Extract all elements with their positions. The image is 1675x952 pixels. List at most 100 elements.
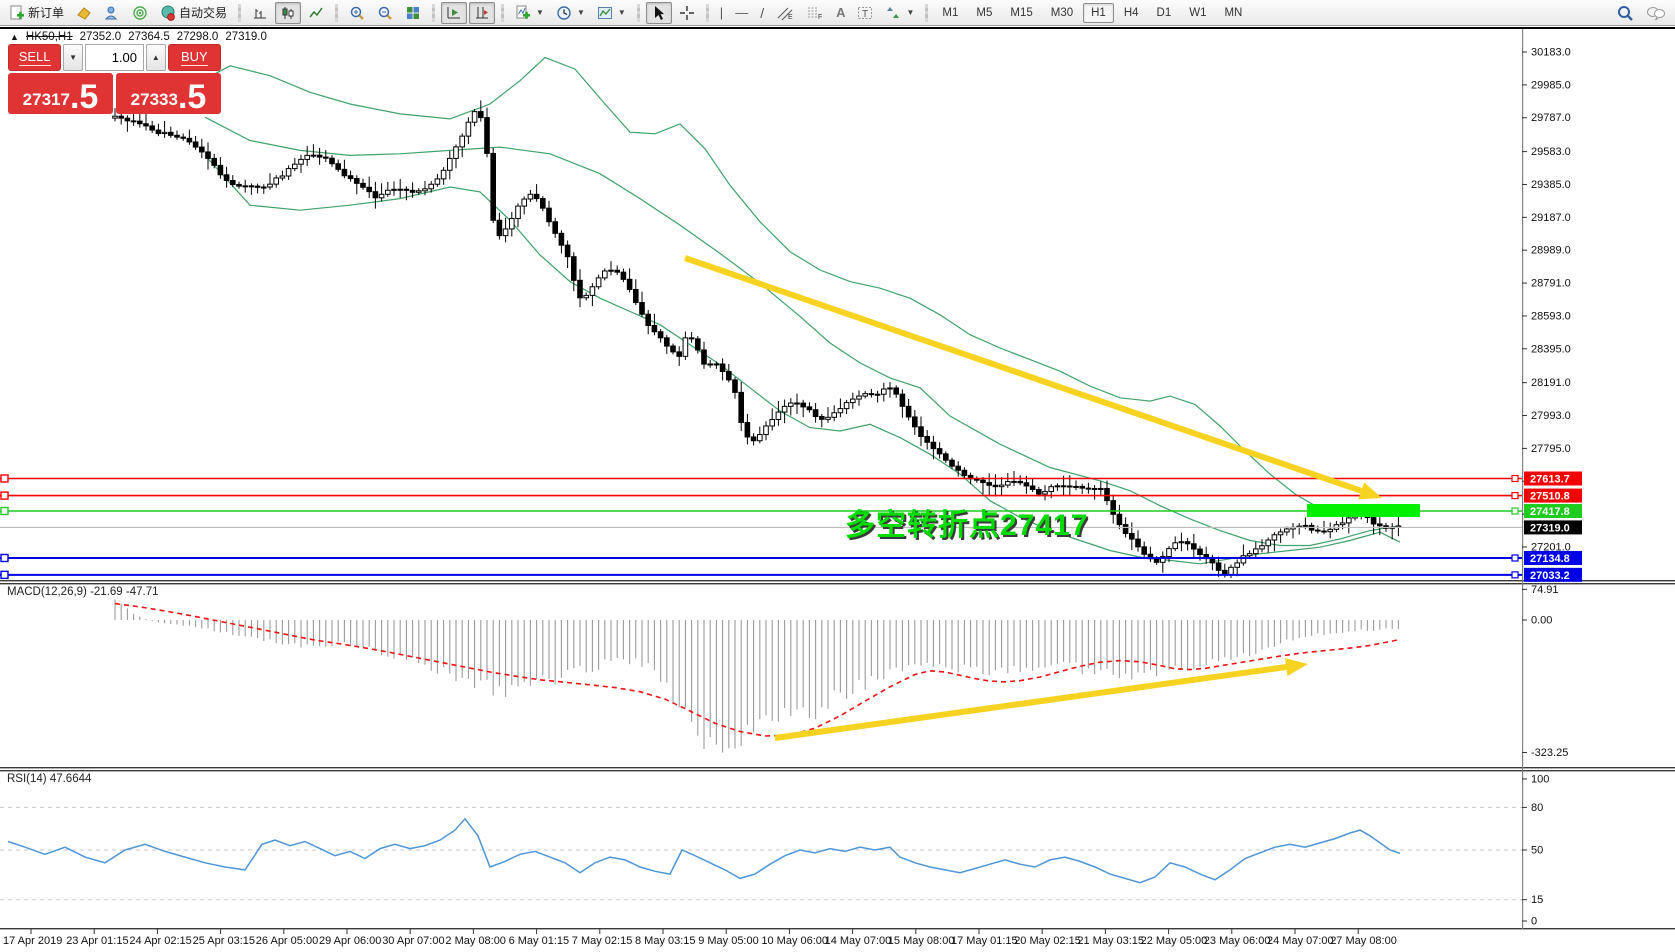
profile-icon (104, 6, 118, 19)
svg-text:25 Apr 03:15: 25 Apr 03:15 (193, 935, 255, 947)
svg-text:29583.0: 29583.0 (1531, 146, 1571, 158)
tab-timeframe-m5[interactable]: M5 (976, 6, 993, 19)
indicators-button[interactable]: ▼ (510, 2, 549, 24)
add-indicator-icon (516, 5, 531, 19)
auto-scroll-button[interactable] (441, 1, 468, 24)
volume-input[interactable] (85, 44, 144, 71)
svg-text:27510.8: 27510.8 (1530, 491, 1570, 503)
svg-text:80: 80 (1531, 802, 1543, 814)
toolbar-separator (501, 3, 505, 22)
volume-decrease-button[interactable]: ▼ (63, 44, 83, 71)
profile-button[interactable] (99, 2, 125, 24)
ohlc-low: 27298.0 (176, 31, 219, 43)
svg-text:-323.25: -323.25 (1531, 747, 1568, 759)
volume-increase-button[interactable]: ▲ (146, 44, 166, 71)
toolbar-chart-divider (0, 27, 1675, 29)
periods-button[interactable]: ▼ (551, 2, 590, 24)
fibonacci-tool-button[interactable]: F (801, 2, 829, 24)
channel-icon: E (777, 7, 793, 21)
buy-button[interactable]: BUY (167, 44, 221, 71)
svg-text:27319.0: 27319.0 (1530, 522, 1570, 534)
chart-shift-icon (476, 6, 489, 18)
bar-chart-icon (254, 8, 267, 18)
svg-text:28395.0: 28395.0 (1531, 343, 1571, 355)
toolbar-separator (432, 3, 436, 22)
chart-shift-button[interactable] (469, 1, 496, 24)
tab-timeframe-w1[interactable]: W1 (1189, 6, 1207, 19)
svg-text:14 May 07:00: 14 May 07:00 (825, 935, 892, 947)
svg-text:29985.0: 29985.0 (1531, 79, 1571, 91)
candle-chart-button[interactable] (275, 1, 302, 24)
symbol-period-label: HK50,H1 (25, 31, 73, 43)
auto-trading-button[interactable]: 自动交易 (155, 2, 232, 24)
sell-price-display[interactable]: 27317 .5 (8, 73, 113, 114)
tab-timeframe-h4[interactable]: H4 (1123, 6, 1139, 19)
dropdown-caret-icon: ▼ (906, 8, 915, 17)
svg-text:74.91: 74.91 (1531, 584, 1559, 596)
vertical-line-tool-button[interactable]: | (719, 5, 724, 20)
svg-text:27993.0: 27993.0 (1531, 410, 1571, 422)
svg-text:20 May 02:15: 20 May 02:15 (1014, 935, 1081, 947)
svg-text:6 May 01:15: 6 May 01:15 (509, 935, 570, 947)
cursor-tool-button[interactable] (645, 1, 672, 24)
svg-text:15 May 08:00: 15 May 08:00 (888, 935, 955, 947)
svg-text:24 May 07:00: 24 May 07:00 (1267, 935, 1334, 947)
line-chart-icon (309, 7, 323, 17)
svg-text:28191.0: 28191.0 (1531, 377, 1571, 389)
toolbar-separator (705, 3, 709, 22)
svg-text:29187.0: 29187.0 (1531, 212, 1571, 224)
tab-timeframe-h1[interactable]: H1 (1083, 2, 1114, 23)
zoom-in-button[interactable] (344, 2, 370, 24)
trendline-tool-button[interactable]: / (760, 4, 765, 21)
svg-text:0: 0 (1531, 916, 1537, 928)
search-button[interactable] (1611, 2, 1639, 24)
svg-text:0.00: 0.00 (1531, 615, 1552, 627)
svg-text:27613.7: 27613.7 (1530, 473, 1570, 485)
clock-icon (557, 5, 571, 20)
crosshair-tool-button[interactable] (674, 2, 700, 24)
svg-text:15: 15 (1531, 894, 1543, 906)
auto-trading-label: 自动交易 (179, 6, 228, 20)
dropdown-caret-icon: ▼ (576, 8, 585, 17)
svg-text:17 Apr 2019: 17 Apr 2019 (3, 935, 62, 947)
main-toolbar: 新订单 自动交易 ▼ ▼ (0, 0, 1675, 26)
channel-tool-button[interactable]: E (771, 2, 799, 24)
svg-text:27033.2: 27033.2 (1530, 570, 1570, 582)
shapes-tool-button[interactable]: ▼ (880, 2, 919, 24)
tab-timeframe-m30[interactable]: M30 (1050, 6, 1074, 19)
svg-text:29 Apr 06:00: 29 Apr 06:00 (319, 935, 381, 947)
tab-timeframe-d1[interactable]: D1 (1156, 6, 1172, 19)
broadcast-button[interactable] (127, 2, 153, 24)
svg-text:23 May 06:00: 23 May 06:00 (1204, 935, 1271, 947)
community-chat-button[interactable] (1641, 2, 1671, 24)
sell-button[interactable]: SELL (8, 44, 62, 71)
svg-text:F: F (818, 14, 822, 21)
tab-timeframe-mn[interactable]: MN (1224, 6, 1243, 19)
new-order-button[interactable]: 新订单 (4, 2, 69, 24)
zoom-out-button[interactable] (372, 2, 398, 24)
open-chart-button[interactable] (71, 2, 97, 24)
bar-chart-button[interactable] (247, 2, 273, 24)
horizontal-line-tool-button[interactable]: — (735, 5, 749, 20)
zoom-in-icon (350, 6, 364, 20)
templates-button[interactable]: ▼ (592, 2, 631, 24)
tile-windows-button[interactable] (400, 2, 426, 24)
toolbar-separator (925, 3, 929, 22)
svg-text:E: E (788, 14, 793, 21)
buy-price-display[interactable]: 27333 .5 (116, 73, 221, 114)
tab-timeframe-m15[interactable]: M15 (1010, 6, 1033, 19)
toolbar-separator (335, 3, 339, 22)
one-click-trade-panel: SELL ▼ ▲ BUY 27317 .5 27333 .5 (8, 44, 221, 114)
svg-text:27795.0: 27795.0 (1531, 443, 1571, 455)
svg-text:28791.0: 28791.0 (1531, 278, 1571, 290)
text-tool-button[interactable]: A (836, 5, 846, 20)
text-label-tool-button[interactable]: T (852, 2, 878, 24)
svg-text:RSI(14) 47.6644: RSI(14) 47.6644 (7, 773, 92, 785)
text-label-icon: T (858, 6, 873, 20)
line-chart-button[interactable] (303, 2, 329, 24)
candlestick-chart-icon (282, 6, 294, 19)
cursor-icon (654, 5, 664, 20)
svg-text:29385.0: 29385.0 (1531, 179, 1571, 191)
tab-timeframe-m1[interactable]: M1 (942, 6, 959, 19)
